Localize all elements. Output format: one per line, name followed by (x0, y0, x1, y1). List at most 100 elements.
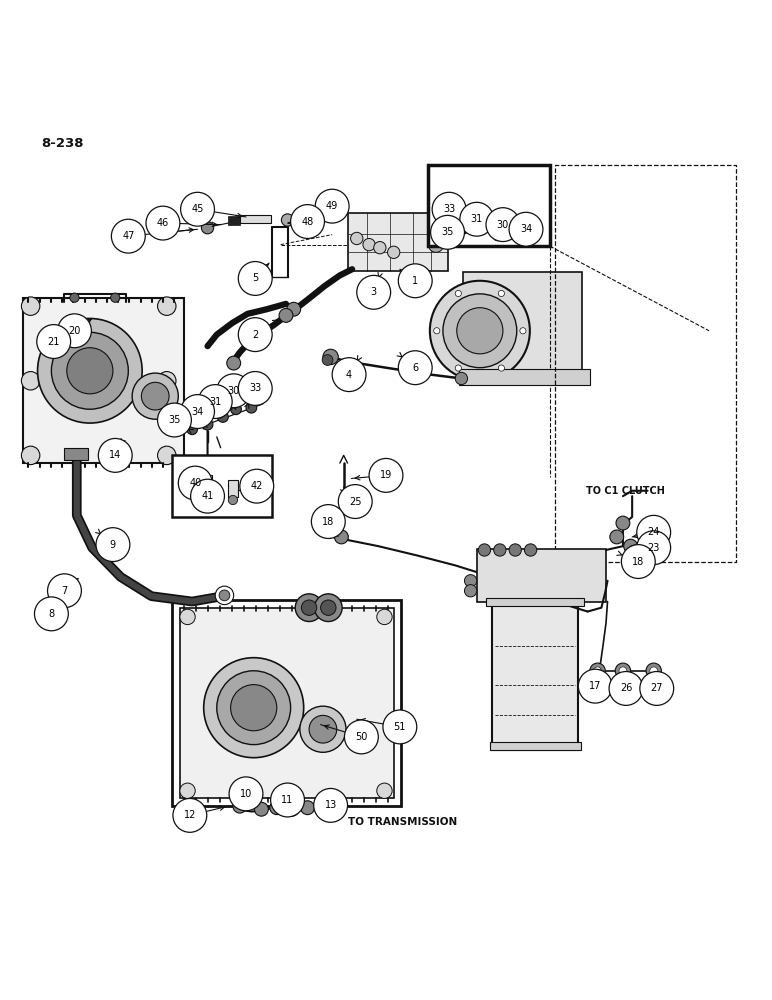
Bar (240, 215, 271, 223)
Circle shape (217, 671, 290, 745)
Circle shape (173, 798, 207, 832)
Circle shape (398, 351, 432, 385)
Circle shape (38, 318, 142, 423)
Text: 11: 11 (282, 795, 293, 805)
Text: 18: 18 (632, 557, 645, 567)
Text: 34: 34 (191, 407, 204, 417)
Text: 7: 7 (61, 586, 68, 596)
Text: 30: 30 (228, 386, 240, 396)
Circle shape (227, 356, 241, 370)
Text: 33: 33 (443, 204, 455, 214)
Circle shape (465, 575, 477, 587)
Circle shape (322, 355, 333, 365)
Circle shape (311, 505, 345, 538)
Circle shape (132, 373, 178, 419)
Circle shape (388, 246, 400, 258)
Circle shape (313, 788, 347, 822)
Circle shape (110, 293, 120, 302)
Circle shape (344, 720, 378, 754)
Circle shape (369, 458, 403, 492)
Bar (347, 213, 448, 271)
Text: 25: 25 (349, 497, 361, 507)
Text: 48: 48 (301, 217, 313, 227)
Circle shape (383, 710, 417, 744)
Circle shape (334, 530, 348, 544)
Bar (463, 272, 582, 378)
Circle shape (240, 469, 274, 503)
Circle shape (301, 600, 317, 615)
Circle shape (246, 402, 257, 413)
Circle shape (233, 799, 247, 813)
Circle shape (22, 446, 40, 465)
Circle shape (178, 466, 212, 500)
Circle shape (300, 801, 314, 815)
Circle shape (58, 314, 91, 348)
Circle shape (374, 242, 386, 254)
Text: 4: 4 (346, 370, 352, 380)
Bar (172, 455, 273, 517)
Circle shape (146, 206, 180, 240)
Circle shape (646, 663, 662, 678)
Circle shape (619, 667, 627, 675)
Circle shape (35, 597, 68, 631)
Text: 42: 42 (251, 481, 263, 491)
Circle shape (434, 328, 440, 334)
Circle shape (509, 212, 543, 246)
Circle shape (509, 544, 521, 556)
Circle shape (300, 706, 346, 752)
Bar (428, 165, 550, 246)
Circle shape (413, 363, 428, 378)
Bar (493, 604, 578, 750)
Text: 19: 19 (380, 470, 392, 480)
Text: 9: 9 (110, 540, 116, 550)
Circle shape (98, 438, 132, 472)
Text: 40: 40 (189, 478, 201, 488)
Text: 50: 50 (355, 732, 367, 742)
Circle shape (198, 385, 232, 418)
Text: 31: 31 (209, 397, 222, 407)
Circle shape (363, 238, 375, 251)
Circle shape (66, 348, 113, 394)
Bar (507, 225, 515, 232)
Circle shape (37, 325, 70, 358)
Circle shape (231, 404, 242, 415)
Circle shape (295, 594, 323, 622)
Circle shape (498, 365, 504, 371)
Circle shape (610, 530, 624, 544)
Circle shape (486, 208, 520, 242)
Text: 8-238: 8-238 (42, 137, 84, 150)
Bar (486, 598, 584, 606)
Circle shape (157, 297, 176, 315)
Circle shape (229, 777, 263, 811)
Circle shape (578, 669, 612, 703)
Circle shape (239, 262, 273, 295)
Circle shape (350, 232, 363, 245)
Bar (172, 600, 401, 806)
Circle shape (465, 585, 477, 597)
Circle shape (621, 545, 655, 578)
Circle shape (609, 672, 643, 705)
Circle shape (594, 667, 601, 675)
Circle shape (219, 590, 230, 601)
Circle shape (460, 202, 493, 236)
Circle shape (181, 395, 215, 428)
Circle shape (48, 574, 81, 608)
Circle shape (590, 663, 605, 678)
Circle shape (215, 586, 234, 605)
Circle shape (377, 783, 392, 798)
Text: 13: 13 (324, 800, 337, 810)
Bar (229, 480, 238, 497)
Bar (459, 369, 590, 385)
Text: 17: 17 (589, 681, 601, 691)
Circle shape (428, 237, 444, 252)
Circle shape (180, 609, 195, 625)
Circle shape (141, 382, 169, 410)
Circle shape (338, 485, 372, 518)
Text: TO C1 CLUTCH: TO C1 CLUTCH (586, 486, 665, 496)
Text: 27: 27 (651, 683, 663, 693)
Text: 49: 49 (326, 201, 338, 211)
Bar (490, 742, 581, 750)
Text: 8: 8 (49, 609, 55, 619)
Text: 35: 35 (442, 227, 454, 237)
Text: 21: 21 (48, 337, 60, 347)
